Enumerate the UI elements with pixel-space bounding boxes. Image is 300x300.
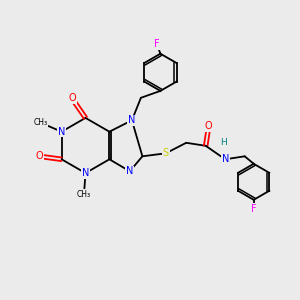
Text: N: N [126,166,134,176]
Text: N: N [221,154,229,164]
Text: O: O [68,93,76,103]
Text: N: N [128,115,136,125]
Text: H: H [220,138,227,147]
Text: F: F [154,39,160,49]
Text: CH₃: CH₃ [34,118,48,127]
Text: N: N [82,168,89,178]
Text: CH₃: CH₃ [77,190,91,199]
Text: F: F [251,204,256,214]
Text: N: N [58,127,65,137]
Text: S: S [163,148,169,158]
Text: O: O [205,121,212,131]
Text: O: O [35,151,43,161]
